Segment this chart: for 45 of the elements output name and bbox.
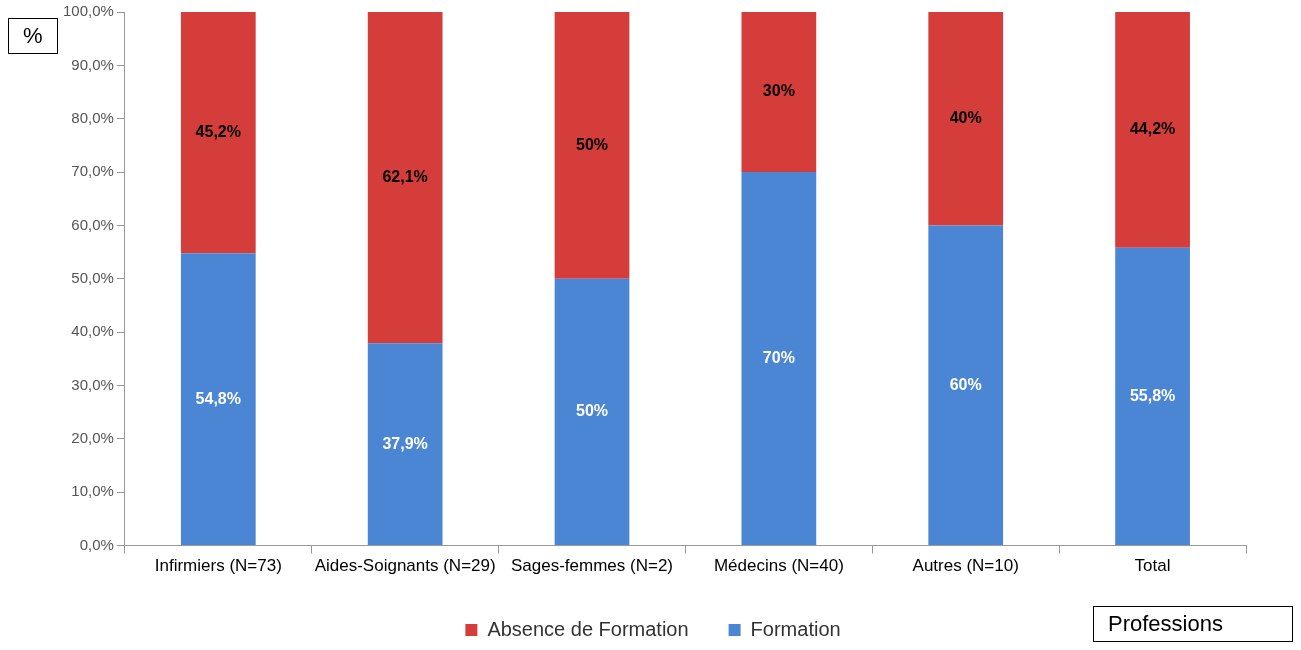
x-tick-label: Médecins (N=40) [713,556,844,576]
x-tick-label: Aides-Soignants (N=29) [314,556,496,576]
x-axis-title: Professions [1093,606,1293,642]
y-tick-label: 30,0% [71,375,114,393]
bar [554,12,630,279]
data-label: 50% [575,135,609,153]
data-label: 54,8% [195,389,241,407]
data-label: 55,8% [1129,386,1176,404]
x-tick-label: Infirmiers (N=73) [154,556,282,576]
y-tick-label: 10,0% [71,482,114,500]
y-tick-label: 90,0% [71,55,114,73]
data-label: 50% [575,402,609,420]
data-label: 62,1% [382,168,428,186]
y-tick-label: 0,0% [79,535,114,553]
legend-label: Formation [750,617,841,640]
bar [1115,12,1190,248]
data-label: 45,2% [195,123,241,140]
x-tick-label: Sages-femmes (N=2) [510,556,674,576]
legend-label: Absence de Formation [487,617,689,640]
y-tick-label: 100,0% [63,2,114,20]
data-label: 37,9% [382,434,428,452]
bar [741,12,817,173]
y-tick-label: 40,0% [71,322,114,340]
bar [367,343,443,546]
data-label: 40% [949,109,982,127]
data-label: 30% [762,82,795,100]
bar [180,253,256,546]
y-axis-title: % [8,18,58,54]
bar [928,12,1004,226]
y-tick-label: 70,0% [71,162,114,180]
x-tick-label: Total [1134,556,1171,576]
data-label: 44,2% [1129,120,1176,138]
y-tick-label: 20,0% [71,429,114,447]
bar [180,12,256,254]
bar [554,278,630,546]
y-tick-label: 80,0% [71,108,114,126]
bar [367,12,443,344]
y-tick-label: 50,0% [71,268,114,286]
data-label: 70% [762,349,795,366]
bar [928,225,1004,546]
data-label: 60% [949,375,982,393]
x-tick-label: Autres (N=10) [912,556,1019,576]
bar [1115,247,1190,546]
y-tick-label: 60,0% [71,215,114,233]
bar [741,172,817,546]
